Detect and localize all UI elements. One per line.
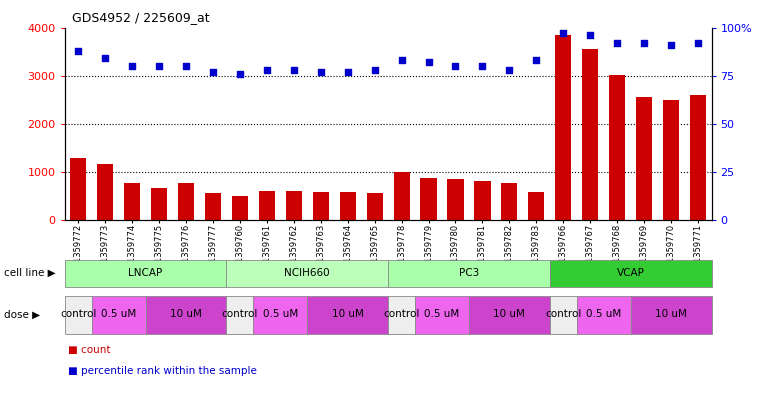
Point [207, 69, 219, 75]
Point [665, 42, 677, 48]
Text: 0.5 uM: 0.5 uM [101, 309, 136, 319]
Bar [388, 296, 415, 334]
Point [261, 67, 273, 73]
Text: control: control [545, 309, 581, 319]
Text: VCAP: VCAP [616, 268, 645, 277]
Point [422, 59, 435, 65]
Bar [205, 193, 221, 220]
Bar [259, 191, 275, 220]
Text: 10 uM: 10 uM [332, 309, 364, 319]
Point [476, 63, 489, 69]
Bar [124, 184, 140, 220]
Bar [393, 173, 409, 220]
Bar [367, 193, 383, 220]
Bar [65, 260, 227, 287]
Text: control: control [384, 309, 420, 319]
Bar [609, 75, 626, 220]
Point [503, 67, 515, 73]
Point [450, 63, 462, 69]
Bar [663, 100, 679, 220]
Bar [339, 192, 356, 220]
Point [342, 69, 354, 75]
Text: control: control [221, 309, 258, 319]
Bar [307, 296, 388, 334]
Bar [415, 296, 469, 334]
Text: 0.5 uM: 0.5 uM [425, 309, 460, 319]
Bar [97, 164, 113, 220]
Text: 10 uM: 10 uM [655, 309, 687, 319]
Point [584, 32, 597, 39]
Text: ■ count: ■ count [68, 345, 111, 355]
Bar [577, 296, 631, 334]
Bar [285, 191, 302, 220]
Bar [178, 184, 194, 220]
Bar [582, 49, 598, 220]
Bar [65, 296, 91, 334]
Point [557, 30, 569, 37]
Point [368, 67, 380, 73]
Text: 10 uM: 10 uM [493, 309, 525, 319]
Bar [313, 192, 329, 220]
Bar [690, 95, 706, 220]
Point [611, 40, 623, 46]
Point [126, 63, 139, 69]
Point [180, 63, 192, 69]
Bar [388, 260, 550, 287]
Bar [227, 260, 388, 287]
Text: NCIH660: NCIH660 [285, 268, 330, 277]
Bar [151, 188, 167, 220]
Point [99, 55, 111, 61]
Point [692, 40, 704, 46]
Point [72, 48, 84, 54]
Bar [145, 296, 227, 334]
Bar [227, 296, 253, 334]
Text: dose ▶: dose ▶ [4, 309, 40, 320]
Bar [469, 296, 550, 334]
Point [530, 57, 543, 63]
Text: PC3: PC3 [459, 268, 479, 277]
Bar [253, 296, 307, 334]
Bar [70, 158, 86, 220]
Bar [550, 296, 577, 334]
Text: 0.5 uM: 0.5 uM [586, 309, 621, 319]
Text: 0.5 uM: 0.5 uM [263, 309, 298, 319]
Bar [421, 178, 437, 220]
Point [288, 67, 300, 73]
Point [638, 40, 650, 46]
Point [234, 71, 246, 77]
Bar [232, 196, 248, 220]
Point [153, 63, 165, 69]
Bar [550, 260, 712, 287]
Point [396, 57, 408, 63]
Text: GDS4952 / 225609_at: GDS4952 / 225609_at [72, 11, 210, 24]
Bar [91, 296, 145, 334]
Text: 10 uM: 10 uM [170, 309, 202, 319]
Text: ■ percentile rank within the sample: ■ percentile rank within the sample [68, 366, 257, 376]
Text: cell line ▶: cell line ▶ [4, 268, 56, 278]
Bar [556, 35, 572, 220]
Bar [474, 181, 491, 220]
Text: control: control [60, 309, 97, 319]
Bar [636, 97, 652, 220]
Bar [528, 192, 544, 220]
Text: LNCAP: LNCAP [129, 268, 163, 277]
Bar [447, 179, 463, 220]
Bar [631, 296, 712, 334]
Point [314, 69, 326, 75]
Bar [501, 184, 517, 220]
